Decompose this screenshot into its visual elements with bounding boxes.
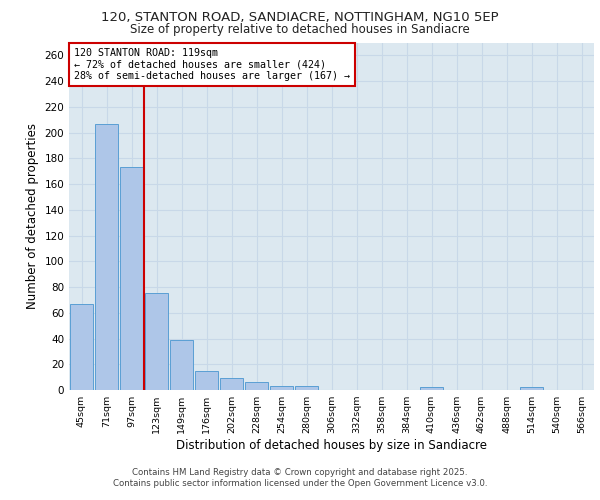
- X-axis label: Distribution of detached houses by size in Sandiacre: Distribution of detached houses by size …: [176, 439, 487, 452]
- Bar: [245, 382, 268, 390]
- Bar: [269, 386, 293, 390]
- Bar: [194, 370, 218, 390]
- Bar: [95, 124, 118, 390]
- Bar: [419, 388, 443, 390]
- Text: Size of property relative to detached houses in Sandiacre: Size of property relative to detached ho…: [130, 22, 470, 36]
- Bar: [170, 340, 193, 390]
- Bar: [70, 304, 94, 390]
- Bar: [520, 388, 544, 390]
- Bar: [220, 378, 244, 390]
- Y-axis label: Number of detached properties: Number of detached properties: [26, 123, 39, 309]
- Bar: [145, 294, 169, 390]
- Text: 120 STANTON ROAD: 119sqm
← 72% of detached houses are smaller (424)
28% of semi-: 120 STANTON ROAD: 119sqm ← 72% of detach…: [74, 48, 350, 81]
- Bar: [295, 386, 319, 390]
- Bar: [119, 168, 143, 390]
- Text: 120, STANTON ROAD, SANDIACRE, NOTTINGHAM, NG10 5EP: 120, STANTON ROAD, SANDIACRE, NOTTINGHAM…: [101, 11, 499, 24]
- Text: Contains HM Land Registry data © Crown copyright and database right 2025.
Contai: Contains HM Land Registry data © Crown c…: [113, 468, 487, 487]
